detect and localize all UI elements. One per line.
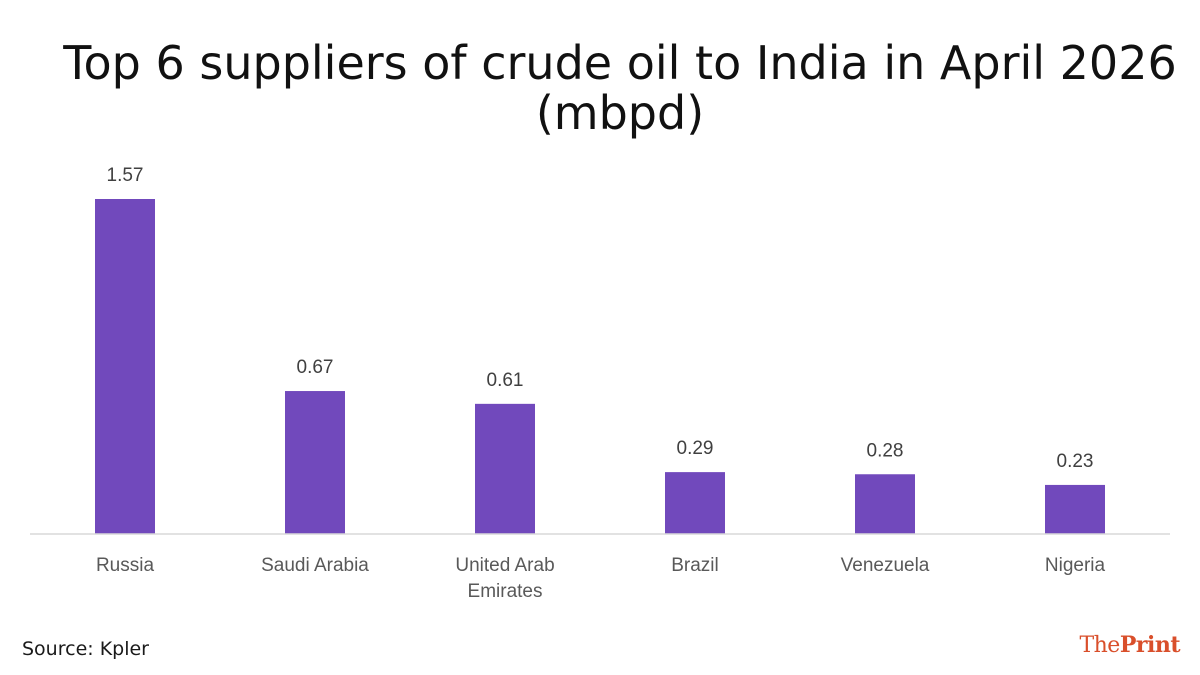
brand-logo-part2: Print xyxy=(1119,632,1181,658)
x-tick-label: Venezuela xyxy=(841,555,930,576)
bar xyxy=(285,391,345,534)
bar xyxy=(95,199,155,534)
bar xyxy=(665,472,725,534)
data-label: 0.28 xyxy=(867,440,904,461)
x-tick-label: United Arab xyxy=(455,555,554,576)
x-tick-label: Nigeria xyxy=(1045,555,1106,576)
bar xyxy=(855,474,915,534)
source-note: Source: Kpler xyxy=(22,638,149,660)
x-tick-label: Emirates xyxy=(468,581,543,602)
bar xyxy=(1045,484,1105,534)
data-label: 0.23 xyxy=(1057,451,1094,472)
chart-title-line: Top 6 suppliers of crude oil to India in… xyxy=(63,36,1177,90)
bar xyxy=(475,403,535,534)
data-label: 0.67 xyxy=(297,357,334,378)
data-label: 0.29 xyxy=(677,438,714,459)
chart-title-line: (mbpd) xyxy=(535,86,705,140)
brand-logo: ThePrint xyxy=(1079,632,1180,658)
brand-logo-part1: The xyxy=(1079,633,1120,658)
x-tick-label: Russia xyxy=(96,555,155,576)
x-tick-label: Brazil xyxy=(671,555,719,576)
data-label: 0.61 xyxy=(487,370,524,391)
x-tick-label: Saudi Arabia xyxy=(261,555,369,576)
data-label: 1.57 xyxy=(107,165,144,186)
chart-title: Top 6 suppliers of crude oil to India in… xyxy=(0,38,1200,138)
